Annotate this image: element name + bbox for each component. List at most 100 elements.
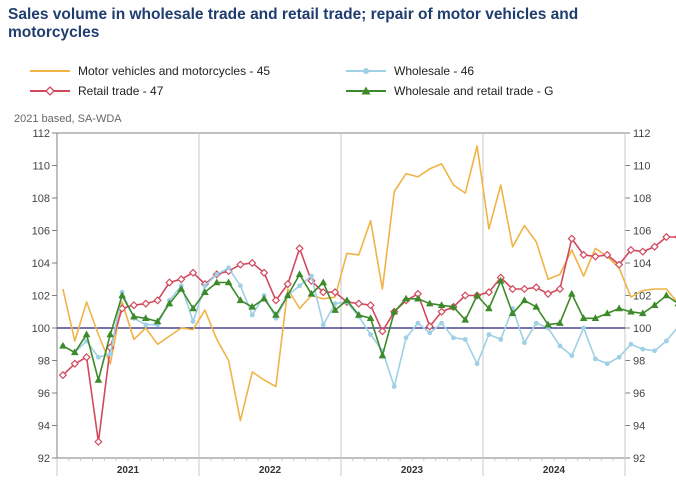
- data-point-retail: [603, 250, 612, 260]
- data-point-combined: [544, 320, 552, 328]
- y-tick-label-left: 110: [32, 161, 50, 173]
- data-point-retail: [567, 234, 576, 243]
- data-point-retail: [532, 283, 541, 292]
- data-point-combined: [615, 304, 623, 312]
- y-tick-label-right: 102: [633, 291, 651, 303]
- data-point-wholesale: [403, 335, 409, 341]
- data-point-combined: [508, 309, 517, 317]
- data-point-wholesale: [462, 336, 468, 342]
- data-point-retail: [543, 289, 553, 299]
- data-point-retail: [153, 296, 162, 305]
- data-point-retail: [248, 258, 257, 268]
- data-point-combined: [496, 276, 505, 284]
- y-tick-label-left: 98: [38, 356, 50, 368]
- data-point-wholesale: [427, 330, 433, 336]
- data-point-wholesale: [593, 356, 598, 362]
- data-point-retail: [259, 268, 269, 277]
- data-point-combined: [141, 314, 150, 322]
- data-point-wholesale: [557, 343, 563, 349]
- data-point-retail: [307, 276, 316, 286]
- data-point-wholesale: [439, 320, 444, 326]
- data-point-combined: [366, 314, 375, 322]
- line-chart: 92 92 94 94 96 96 98 98 100 100 102 102 104 104 106 106…: [32, 128, 676, 476]
- data-point-combined: [201, 288, 209, 296]
- data-point-combined: [130, 312, 138, 320]
- legend-label-motor: Motor vehicles and motorcycles - 45: [78, 64, 271, 78]
- data-point-retail: [378, 327, 387, 336]
- legend-item-retail[interactable]: Retail trade - 47: [30, 82, 163, 100]
- data-point-combined: [224, 278, 233, 286]
- data-point-wholesale: [238, 283, 243, 289]
- y-tick-label-right: 112: [633, 128, 651, 140]
- y-tick-label-left: 92: [38, 453, 50, 465]
- data-point-wholesale: [368, 332, 373, 337]
- legend-item-combined[interactable]: Wholesale and retail trade - G: [346, 82, 553, 100]
- chart-title: Sales volume in wholesale trade and reta…: [8, 6, 579, 41]
- y-tick-label-right: 96: [633, 388, 645, 400]
- data-point-retail: [461, 291, 470, 300]
- data-point-retail: [271, 296, 281, 305]
- data-point-retail: [188, 268, 198, 277]
- y-tick-label-left: 106: [32, 226, 50, 238]
- y-tick-label-left: 102: [32, 291, 50, 303]
- data-point-combined: [307, 289, 316, 297]
- legend-circle-marker-icon: [346, 68, 386, 74]
- legend-triangle-marker-icon: [346, 86, 386, 95]
- data-point-retail: [520, 284, 529, 294]
- data-point-combined: [473, 291, 481, 299]
- data-point-combined: [260, 294, 268, 302]
- data-point-combined: [520, 296, 529, 304]
- data-point-combined: [591, 314, 600, 322]
- legend: Motor vehicles and motorcycles - 45 Whol…: [0, 60, 676, 104]
- data-point-wholesale: [569, 353, 575, 359]
- data-point-wholesale: [309, 273, 314, 279]
- data-point-combined: [236, 296, 245, 304]
- data-point-retail: [354, 299, 363, 308]
- y-tick-label-right: 92: [633, 453, 645, 465]
- data-point-retail: [94, 437, 103, 446]
- data-point-retail: [177, 275, 186, 284]
- data-point-wholesale: [581, 325, 586, 331]
- data-point-wholesale: [486, 332, 492, 337]
- chart-subtitle: 2021 based, SA-WDA: [14, 113, 122, 125]
- data-point-combined: [485, 304, 493, 312]
- data-point-wholesale: [474, 361, 480, 367]
- data-point-wholesale: [214, 271, 220, 277]
- y-tick-label-left: 96: [38, 388, 50, 400]
- data-point-combined: [579, 314, 588, 322]
- data-point-combined: [70, 348, 79, 356]
- data-point-combined: [212, 278, 221, 286]
- data-point-retail: [141, 299, 150, 308]
- data-point-combined: [402, 294, 410, 302]
- data-point-combined: [331, 306, 339, 313]
- data-point-wholesale: [391, 384, 397, 389]
- data-point-combined: [532, 302, 541, 310]
- data-point-wholesale: [96, 354, 101, 360]
- data-point-combined: [627, 307, 635, 315]
- legend-diamond-marker-icon: [30, 86, 70, 96]
- data-point-wholesale: [640, 346, 646, 352]
- x-tick-label: 2024: [543, 465, 566, 476]
- data-point-wholesale: [628, 341, 634, 347]
- data-point-retail: [626, 245, 636, 255]
- data-point-wholesale: [652, 348, 657, 354]
- data-point-combined: [295, 270, 304, 278]
- legend-item-motor[interactable]: Motor vehicles and motorcycles - 45: [30, 62, 270, 80]
- data-point-retail: [425, 322, 434, 331]
- data-point-wholesale: [451, 335, 456, 341]
- data-point-retail: [437, 307, 446, 316]
- legend-label-combined: Wholesale and retail trade - G: [394, 84, 554, 98]
- data-point-combined: [603, 309, 612, 317]
- data-point-retail: [650, 242, 659, 251]
- data-point-retail: [165, 278, 174, 287]
- data-point-wholesale: [522, 340, 527, 346]
- y-tick-label-right: 104: [633, 258, 651, 270]
- legend-item-wholesale[interactable]: Wholesale - 46: [346, 62, 474, 80]
- x-tick-label: 2021: [117, 465, 140, 476]
- y-tick-label-right: 94: [633, 421, 645, 433]
- data-point-wholesale: [604, 361, 610, 367]
- data-point-wholesale: [332, 301, 338, 307]
- data-point-retail: [484, 288, 494, 297]
- y-tick-label-left: 100: [32, 323, 50, 335]
- data-point-retail: [555, 284, 565, 294]
